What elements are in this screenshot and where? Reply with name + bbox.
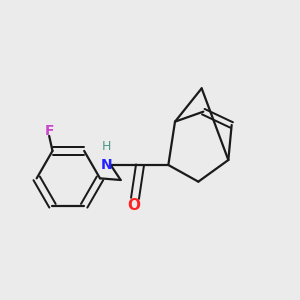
- Text: F: F: [44, 124, 54, 138]
- Text: N: N: [101, 158, 112, 172]
- Text: O: O: [127, 197, 140, 212]
- Text: H: H: [102, 140, 111, 153]
